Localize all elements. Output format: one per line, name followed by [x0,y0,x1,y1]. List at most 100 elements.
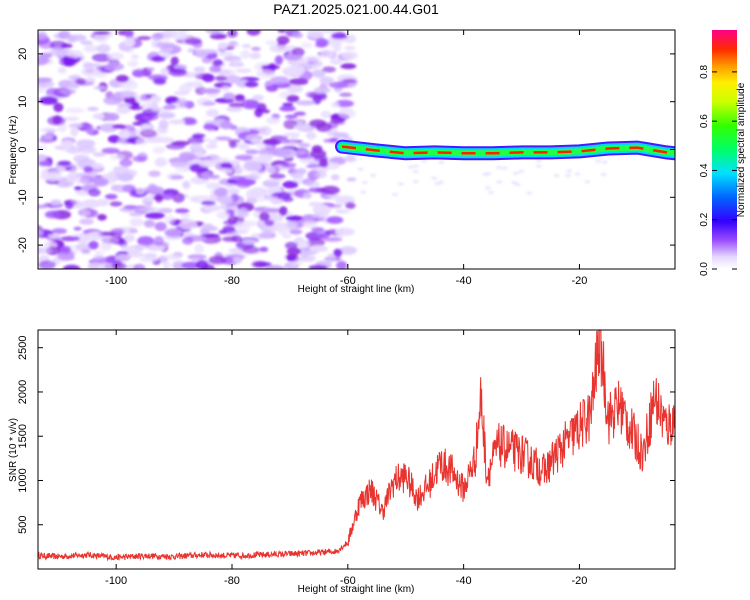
noise-blob [81,67,101,77]
noise-blob [131,54,139,60]
noise-blob [254,107,263,118]
noise-blob [195,49,209,59]
y-tick-label: -10 [17,189,29,205]
noise-blob [282,102,294,107]
noise-blob [514,183,521,186]
noise-blob [295,100,316,106]
noise-blob [125,169,138,177]
noise-blob [92,177,109,187]
noise-blob [274,55,283,65]
noise-blob [535,159,542,163]
noise-blob [195,260,209,269]
noise-blob [312,182,321,187]
noise-blob [241,99,260,110]
noise-blob [397,182,404,186]
noise-blob [338,109,356,119]
x-tick-label: -40 [456,575,472,587]
noise-blob [331,102,340,108]
noise-blob [53,102,64,113]
noise-blob [600,172,607,176]
noise-blob [214,187,228,197]
noise-blob [143,219,156,228]
noise-blob [135,187,146,195]
noise-blob [233,165,243,175]
noise-blob [173,90,190,96]
noise-blob [123,205,138,210]
colorbar-ticks: 0.0 0.2 0.4 0.6 0.8 [699,64,737,276]
noise-blob [306,238,325,248]
noise-blob [198,159,218,168]
noise-blob [270,76,290,85]
noise-blob [137,236,155,246]
noise-blob [123,37,136,47]
noise-blob [45,87,59,97]
noise-blob [101,147,120,154]
noise-blob [265,40,278,46]
noise-blob [174,208,190,214]
noise-blob [307,30,324,38]
noise-blob [212,59,224,67]
noise-blob [88,240,99,250]
noise-blob [164,215,176,225]
noise-blob [340,63,357,70]
noise-blob [65,201,74,210]
noise-blob [192,133,206,139]
noise-blob [128,105,144,111]
x-tick-label: -60 [340,275,356,287]
noise-blob [38,247,52,254]
y-tick-label: 0 [17,146,29,152]
noise-blob [62,142,73,151]
noise-blob [101,173,118,180]
noise-blob [283,54,303,61]
noise-blob [83,45,100,53]
noise-blob [293,111,306,116]
noise-blob [101,236,120,244]
noise-blob [242,246,260,254]
noise-blob [482,172,489,176]
noise-blob [178,83,193,94]
noise-blob [77,177,90,184]
noise-blob [202,101,216,106]
noise-blob [284,241,299,250]
noise-blob [289,78,309,86]
noise-blob [252,94,264,102]
top-x-ticks: -100 -80 -60 -40 -20 [105,30,587,287]
y-tick-label: 1000 [17,468,29,492]
noise-blob [285,254,299,259]
noise-blob [346,177,357,182]
noise-blob [44,127,54,132]
noise-blob [421,159,428,163]
noise-blob [392,193,398,196]
noise-blob [326,128,339,137]
noise-blob [105,112,120,121]
colorbar-label: Normalized spectral amplitude [736,82,747,217]
noise-blob [91,162,104,170]
noise-blob [38,32,48,41]
noise-blob [322,30,338,34]
noise-blob [170,175,184,180]
noise-blob [264,265,285,269]
noise-blob [566,169,573,173]
noise-blob [285,215,303,221]
colorbar: 0.0 0.2 0.4 0.6 0.8 Normalized spectral ampl… [699,30,747,276]
noise-blob [152,146,166,154]
noise-blob [202,204,222,212]
noise-blob [73,226,82,231]
noise-blob [345,202,356,209]
noise-blob [128,212,144,217]
noise-blob [92,31,111,35]
noise-blob [123,226,138,235]
noise-blob [274,221,289,231]
y-tick-label: 2500 [17,335,29,359]
noise-blob [208,174,220,180]
noise-blob [326,216,344,224]
noise-blob [370,173,377,177]
noise-blob [215,136,232,141]
noise-blob [59,89,77,95]
noise-blob [78,172,99,180]
noise-blob [341,51,358,60]
noise-blob [321,185,340,195]
noise-blob [158,111,176,119]
noise-blob [170,162,188,168]
noise-blob [160,193,174,200]
